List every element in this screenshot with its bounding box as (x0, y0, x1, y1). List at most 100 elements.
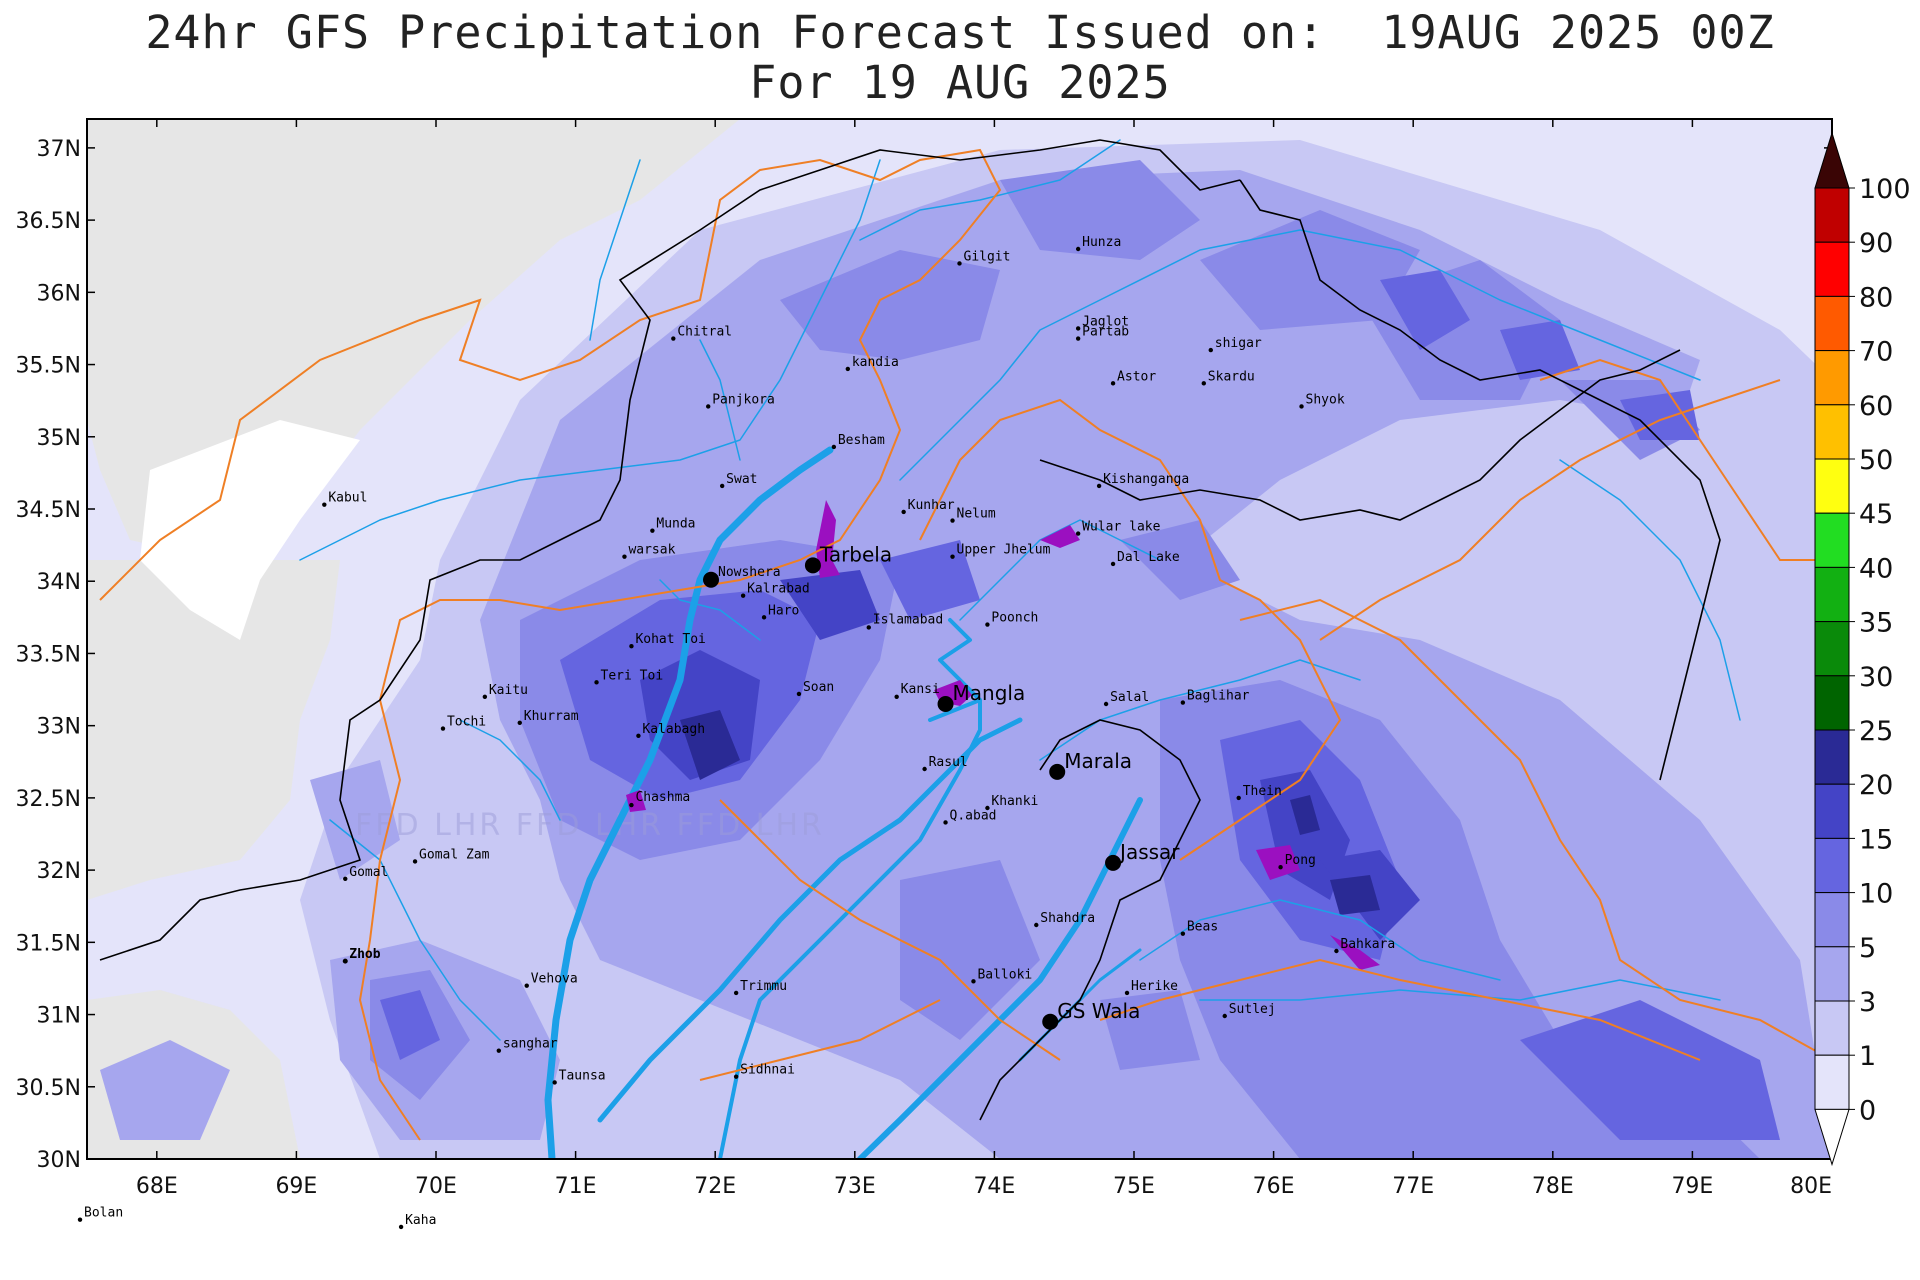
city-label-vehova: Vehova (531, 972, 578, 987)
hp-border (1239, 598, 1832, 1061)
colorbar-label: 60 (1859, 391, 1893, 422)
china-border (1239, 179, 1721, 781)
colorbar-segment (1814, 837, 1850, 894)
gilgit-river (859, 139, 1121, 241)
city-label-kandia: kandia (852, 355, 899, 370)
no-data-region (140, 420, 360, 640)
city-dot-gomal-zam (412, 859, 418, 864)
lon-tick-label: 79E (1671, 1174, 1713, 1199)
tarbela-reservoir (816, 500, 840, 578)
city-dot-jaglot (1075, 326, 1081, 331)
city-dot-shyok (1299, 404, 1304, 409)
city-label-sidhnai: Sidhnai (740, 1063, 795, 1078)
dam-dot-kansi (894, 694, 899, 699)
city-label-bolan: Bolan (84, 1206, 123, 1221)
ladakh-border (1319, 379, 1781, 641)
city-dot-panjkora (706, 404, 711, 409)
city-label-kalabagh: Kalabagh (642, 722, 705, 737)
colorbar-segment (1814, 566, 1850, 623)
city-label-gomal: Gomal (349, 865, 388, 880)
lat-tick-label: 30.5N (16, 1076, 81, 1101)
city-dot-kaitu (482, 694, 488, 699)
city-dot-kunhar (901, 509, 906, 515)
colorbar-label: 1 (1859, 1041, 1876, 1072)
city-label-astor: Astor (1117, 369, 1156, 384)
lon-tick-label: 69E (275, 1174, 317, 1199)
colorbar-segment (1814, 783, 1850, 839)
pong-reservoir (1256, 845, 1300, 880)
dam-label-nowshera: Nowshera (718, 565, 781, 580)
city-label-shigar: shigar (1215, 336, 1262, 351)
city-label-teri-toi: Teri Toi (601, 668, 664, 683)
colorbar-segment (1814, 1054, 1850, 1110)
colorbar-segment (1814, 621, 1850, 677)
city-label-poonch: Poonch (991, 611, 1038, 626)
dam-dot-jassar (1105, 854, 1122, 871)
city-dot-shigar (1208, 347, 1213, 353)
city-label-shyok: Shyok (1306, 392, 1345, 407)
lon-tick-label: 75E (1113, 1174, 1155, 1199)
international-borders (99, 139, 1721, 1121)
dam-dot-nowshera (703, 571, 720, 588)
precip-25mm (680, 710, 1380, 915)
dam-dot-marala (1049, 763, 1066, 780)
watermark: FFD LHR FFD LHR FFD LHR (355, 808, 825, 843)
city-dot-astor (1110, 381, 1116, 386)
wular-lake (1040, 525, 1080, 548)
lon-tick-label: 78E (1532, 1174, 1574, 1199)
city-label-upper-jhelum: Upper Jhelum (957, 543, 1051, 558)
map-title: 24hr GFS Precipitation Forecast Issued o… (0, 8, 1920, 108)
colorbar-segment (1814, 892, 1850, 948)
city-dot-rasul (922, 766, 927, 772)
colorbar-segment (1814, 512, 1850, 568)
dam-markers: Tarbela Nowshera Islamabad Kansi Mangla Chash… (629, 542, 1180, 1030)
dam-dot-islamabad (866, 625, 871, 630)
city-label-khanki: Khanki (991, 794, 1038, 809)
lat-tick-label: 35.5N (16, 354, 81, 379)
city-label-sutlej: Sutlej (1229, 1002, 1276, 1017)
lat-tick-label: 36.5N (16, 209, 81, 234)
city-dot-q-abad (943, 820, 948, 825)
lat-tick-label: 34N (37, 570, 81, 595)
reservoirs (626, 500, 1380, 970)
afghanistan-border (99, 139, 1241, 961)
chenab-upper (1039, 659, 1361, 761)
city-label-sanghar: sanghar (503, 1037, 558, 1052)
lon-tick-label: 80E (1790, 1174, 1832, 1199)
city-label-herike: Herike (1131, 979, 1178, 994)
city-label-q-abad: Q.abad (950, 808, 997, 823)
colorbar-label: 20 (1859, 770, 1893, 801)
colorbar-label: 15 (1859, 824, 1893, 855)
city-label-besham: Besham (838, 433, 885, 448)
upper-indus (899, 229, 1701, 481)
city-dot-kishanganga (1096, 483, 1102, 489)
city-dot-sutlej (1222, 1013, 1227, 1019)
dam-label-chashma: Chashma (635, 790, 690, 805)
city-dot-chitral (671, 336, 676, 341)
city-label-partab: Partab (1082, 325, 1129, 340)
outside-city-labels: Bolan Kaha (77, 1206, 436, 1230)
dam-dot-chashma (629, 802, 634, 808)
lon-tick-label: 71E (555, 1174, 597, 1199)
city-label-bahkara: Bahkara (1340, 937, 1395, 952)
city-label-salal: Salal (1110, 690, 1149, 705)
city-dot-kandia (845, 366, 851, 372)
dam-label-tarbela: Tarbela (819, 542, 892, 566)
kabul-river (299, 159, 881, 561)
lat-tick-label: 35N (37, 426, 81, 451)
rivers (299, 139, 1741, 1159)
city-dot-upper-jhelum (950, 554, 955, 559)
city-label-kabul: Kabul (328, 491, 367, 506)
city-label-khurram: Khurram (524, 709, 579, 724)
punjab-south-border (699, 999, 941, 1081)
city-label-kohat-toi: Kohat Toi (635, 632, 705, 647)
city-dot-gilgit (957, 261, 962, 266)
city-label-beas: Beas (1187, 920, 1218, 935)
city-dot-gomal (343, 876, 348, 881)
longitude-axis: 68E 69E 70E 71E 72E 73E 74E 75E 76E 77E 78E 79E 80E (136, 119, 1833, 1199)
dam-label-islamabad: Islamabad (873, 612, 943, 627)
city-label-nelum: Nelum (957, 507, 996, 522)
city-dot-shahdra (1034, 922, 1039, 928)
lat-tick-label: 34.5N (16, 498, 81, 523)
city-label-chitral: Chitral (677, 325, 732, 340)
